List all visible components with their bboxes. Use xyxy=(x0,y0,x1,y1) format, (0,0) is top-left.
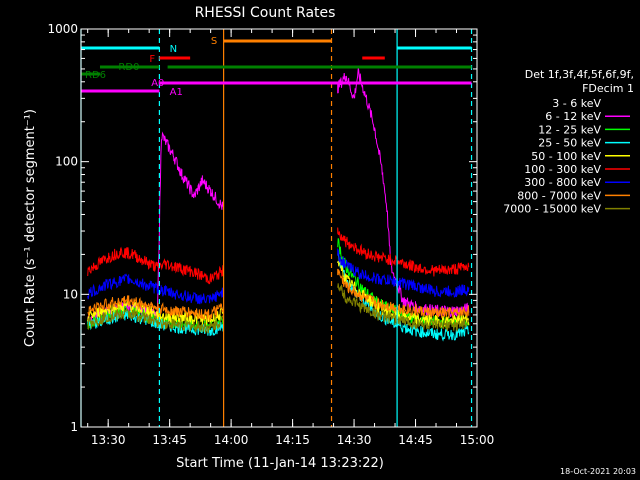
legend-label-25-50-kev: 25 - 50 keV xyxy=(538,137,601,150)
x-tick-label-14-30: 14:30 xyxy=(337,433,372,447)
y-tick-label-10: 10 xyxy=(63,287,78,301)
x-tick-label-13-45: 13:45 xyxy=(152,433,187,447)
series-line-6-12-kev xyxy=(87,66,470,325)
x-axis-label: Start Time (11-Jan-14 13:23:22) xyxy=(176,456,384,471)
series-layer xyxy=(87,66,470,342)
legend-header-line-2: FDecim 1 xyxy=(582,82,634,95)
chart-title: RHESSI Count Rates xyxy=(195,5,336,21)
y-axis-label: Count Rate (s⁻¹ detector segment⁻¹) xyxy=(23,109,38,347)
flag-label-s: S xyxy=(211,36,217,47)
legend-label-6-12-kev: 6 - 12 keV xyxy=(545,110,601,123)
x-tick-label-13-30: 13:30 xyxy=(91,433,126,447)
x-tick-label-14-45: 14:45 xyxy=(398,433,433,447)
x-tick-label-14-00: 14:00 xyxy=(214,433,249,447)
y-tick-label-1000: 1000 xyxy=(47,22,78,36)
legend-label-100-300-kev: 100 - 300 keV xyxy=(524,163,601,176)
plot-frame xyxy=(80,28,478,428)
flag-label-n: N xyxy=(170,44,177,55)
flag-layer: N F S RD0 RD6 A0 A1 xyxy=(81,36,472,98)
legend-label-50-100-kev: 50 - 100 keV xyxy=(531,150,601,163)
series-line-300-800-kev xyxy=(87,248,470,305)
legend-label-3-6-kev: 3 - 6 keV xyxy=(552,97,601,110)
x-tick-label-15-00: 15:00 xyxy=(460,433,495,447)
marker-layer xyxy=(80,29,473,427)
legend: Det 1f,3f,4f,5f,6f,9f, FDecim 1 3 - 6 ke… xyxy=(503,68,634,216)
series-line-100-300-kev xyxy=(87,227,470,285)
legend-label-12-25-kev: 12 - 25 keV xyxy=(538,123,601,136)
axis-layer: 13:30 13:45 14:00 14:15 14:30 14:45 15:00 1 10 10… xyxy=(47,22,494,447)
x-tick-label-14-15: 14:15 xyxy=(275,433,310,447)
flag-label-rd0: RD0 xyxy=(118,62,139,73)
flag-label-f: F xyxy=(149,54,155,65)
y-tick-label-1: 1 xyxy=(70,420,78,434)
legend-label-800-7000-kev: 800 - 7000 keV xyxy=(517,189,601,202)
legend-header-line-1: Det 1f,3f,4f,5f,6f,9f, xyxy=(525,68,634,81)
legend-label-300-800-kev: 300 - 800 keV xyxy=(524,176,601,189)
series-line-7000-15000-kev xyxy=(87,283,470,334)
flag-label-a1: A1 xyxy=(170,87,183,98)
series-line-800-7000-kev xyxy=(87,268,470,322)
legend-label-7000-15000-kev: 7000 - 15000 keV xyxy=(503,203,601,216)
y-tick-label-100: 100 xyxy=(55,155,78,169)
timestamp: 18-Oct-2021 20:03 xyxy=(560,467,636,476)
flag-label-rd6: RD6 xyxy=(85,70,106,81)
flag-label-a0: A0 xyxy=(151,78,164,89)
